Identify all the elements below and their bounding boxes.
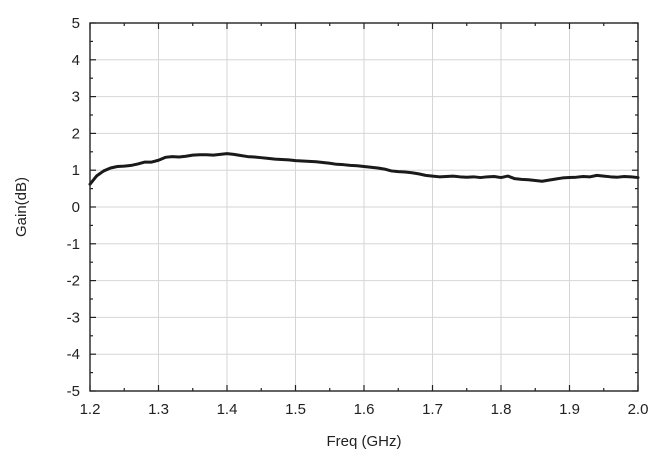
x-tick-label: 1.3 xyxy=(148,401,169,418)
y-axis-title: Gain(dB) xyxy=(13,177,30,237)
x-axis-title: Freq (GHz) xyxy=(327,433,402,450)
y-tick-label: -4 xyxy=(67,346,80,363)
x-tick-label: 1.5 xyxy=(285,401,306,418)
y-tick-label: 3 xyxy=(72,89,80,106)
y-tick-label: -2 xyxy=(67,273,80,290)
series-layer xyxy=(88,152,640,186)
x-tick-label: 1.7 xyxy=(422,401,443,418)
x-tick-label: 2.0 xyxy=(628,401,649,418)
x-tick-label: 1.6 xyxy=(354,401,375,418)
x-tick-label: 1.8 xyxy=(491,401,512,418)
gain-series-line xyxy=(88,152,640,186)
y-tick-label: 2 xyxy=(72,125,80,142)
x-tick-label: 1.4 xyxy=(217,401,238,418)
y-tick-label: 1 xyxy=(72,162,80,179)
y-tick-label: 4 xyxy=(72,52,80,69)
y-tick-label: -5 xyxy=(67,383,80,400)
plot-frame xyxy=(89,22,639,392)
x-tick-label: 1.2 xyxy=(80,401,101,418)
y-tick-labels: 5 4 3 2 1 0 -1 -2 -3 -4 -5 xyxy=(67,15,80,400)
y-tick-label: 0 xyxy=(72,199,80,216)
y-tick-label: 5 xyxy=(72,15,80,32)
y-tick-label: -3 xyxy=(67,309,80,326)
x-tick-label: 1.9 xyxy=(559,401,580,418)
x-tick-labels: 1.2 1.3 1.4 1.5 1.6 1.7 1.8 1.9 2.0 xyxy=(80,401,649,418)
y-tick-label: -1 xyxy=(67,236,80,253)
grid-lines xyxy=(89,22,639,392)
